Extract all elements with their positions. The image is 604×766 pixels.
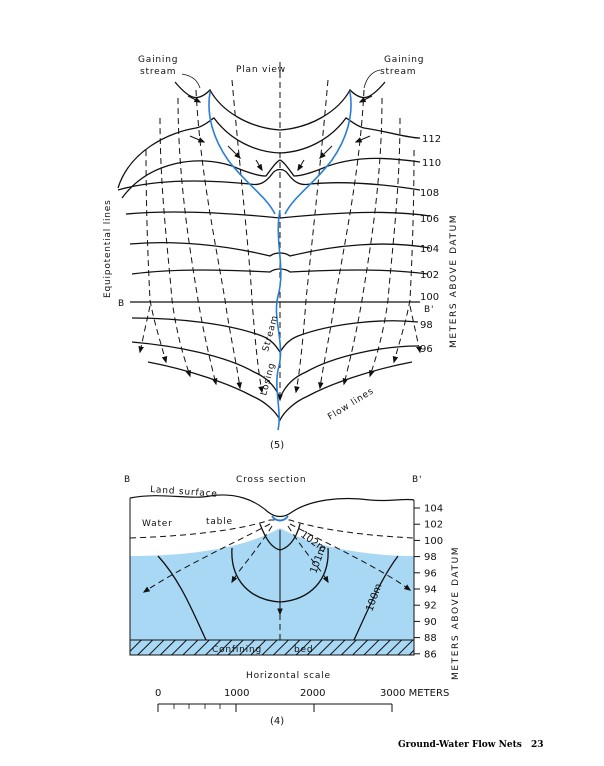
- gaining-stream-right: [284, 91, 352, 215]
- section-equipotential-left: [157, 555, 207, 641]
- cross-section-stream: [271, 515, 289, 522]
- section-flow-left: [142, 523, 271, 593]
- contour-96: 96: [420, 344, 433, 355]
- section-tick-label: 104: [424, 504, 443, 515]
- losing-label: Losing: [259, 362, 277, 397]
- section-b-left: B: [118, 299, 125, 309]
- section-tick-label: 90: [424, 617, 437, 628]
- contour-108: 108: [420, 188, 439, 199]
- plan-axis-title: METERS ABOVE DATUM: [449, 214, 459, 348]
- cross-section: B Cross section B' Land surface Water ta…: [124, 475, 461, 680]
- scale-bar: [157, 703, 393, 712]
- contour-106: 106: [420, 214, 439, 225]
- contour-100: 100: [420, 292, 439, 303]
- bed-word: bed: [294, 645, 313, 655]
- section-tick-label: 88: [424, 633, 437, 644]
- plan-caption: (5): [270, 440, 284, 451]
- cross-section-b-left: B: [124, 475, 131, 485]
- gaining-stream-left-line1: Gaining: [138, 55, 178, 65]
- page-footer: Ground-Water Flow Nets 23: [0, 736, 604, 756]
- contour-112: 112: [422, 134, 441, 145]
- plan-small-arrows: [187, 95, 373, 172]
- section-tick-label: 86: [424, 649, 437, 660]
- land-surface-label: Land surface: [150, 485, 218, 500]
- page-number: 23: [531, 740, 544, 750]
- section-b-right: B': [424, 305, 434, 315]
- scale-label-2000: 2000: [300, 688, 325, 699]
- flow-lines-label: Flow lines: [326, 386, 376, 422]
- horizontal-scale-title: Horizontal scale: [246, 671, 331, 681]
- section-tick-label: 92: [424, 601, 437, 612]
- cross-section-b-right: B': [412, 475, 422, 485]
- section-equipotential-right: [353, 555, 399, 641]
- confining-word: Confining: [212, 645, 262, 655]
- saturated-zone: [130, 528, 414, 644]
- gaining-stream-right-line2: stream: [380, 67, 416, 77]
- cross-section-title: Cross section: [236, 475, 306, 485]
- section-tick-label: 94: [424, 585, 437, 596]
- section-flow-right: [289, 523, 412, 591]
- plan-streams: [208, 91, 352, 431]
- contour-104: 104: [420, 244, 439, 255]
- footer-title: Ground-Water Flow Nets: [398, 740, 522, 750]
- contour-102: 102: [420, 270, 439, 281]
- plan-contour-values: 112 110 108 106 104 102 100 98 96: [420, 134, 441, 355]
- scale-label-0: 0: [155, 688, 161, 699]
- section-tick-label: 100: [424, 536, 443, 547]
- section-tick-label: 96: [424, 568, 437, 579]
- confining-bed: [129, 639, 415, 656]
- scale-label-1000: 1000: [224, 688, 249, 699]
- section-flow-left-inner: [231, 525, 273, 584]
- section-tick-label: 102: [424, 520, 443, 531]
- equipotential-lines-label: Equipotential lines: [103, 199, 113, 298]
- table-word: table: [206, 517, 233, 527]
- gaining-stream-left-line2: stream: [140, 67, 176, 77]
- section-flow-right-inner: [287, 525, 329, 584]
- losing-stream: [275, 209, 282, 431]
- section-caption: (4): [270, 716, 284, 727]
- section-tick-label: 98: [424, 552, 437, 563]
- horizontal-scale: Horizontal scale 0 1000 2000 3000 METERS…: [155, 671, 449, 727]
- plan-view-title: Plan view: [236, 65, 286, 75]
- section-axis-ticks: 104 102 100 98 96 94 92 90 88 86: [414, 504, 443, 660]
- gaining-stream-right-line1: Gaining: [384, 55, 424, 65]
- land-surface: [129, 494, 415, 518]
- contour-98: 98: [420, 320, 433, 331]
- gaining-stream-left: [208, 91, 276, 215]
- plan-view: Gaining stream Plan view Gaining stream …: [103, 55, 459, 451]
- scale-label-3000: 3000 METERS: [380, 688, 449, 699]
- water-word: Water: [142, 519, 173, 529]
- section-axis-title: METERS ABOVE DATUM: [451, 546, 461, 680]
- contour-110: 110: [422, 158, 441, 169]
- stream-label: Stream: [261, 314, 280, 353]
